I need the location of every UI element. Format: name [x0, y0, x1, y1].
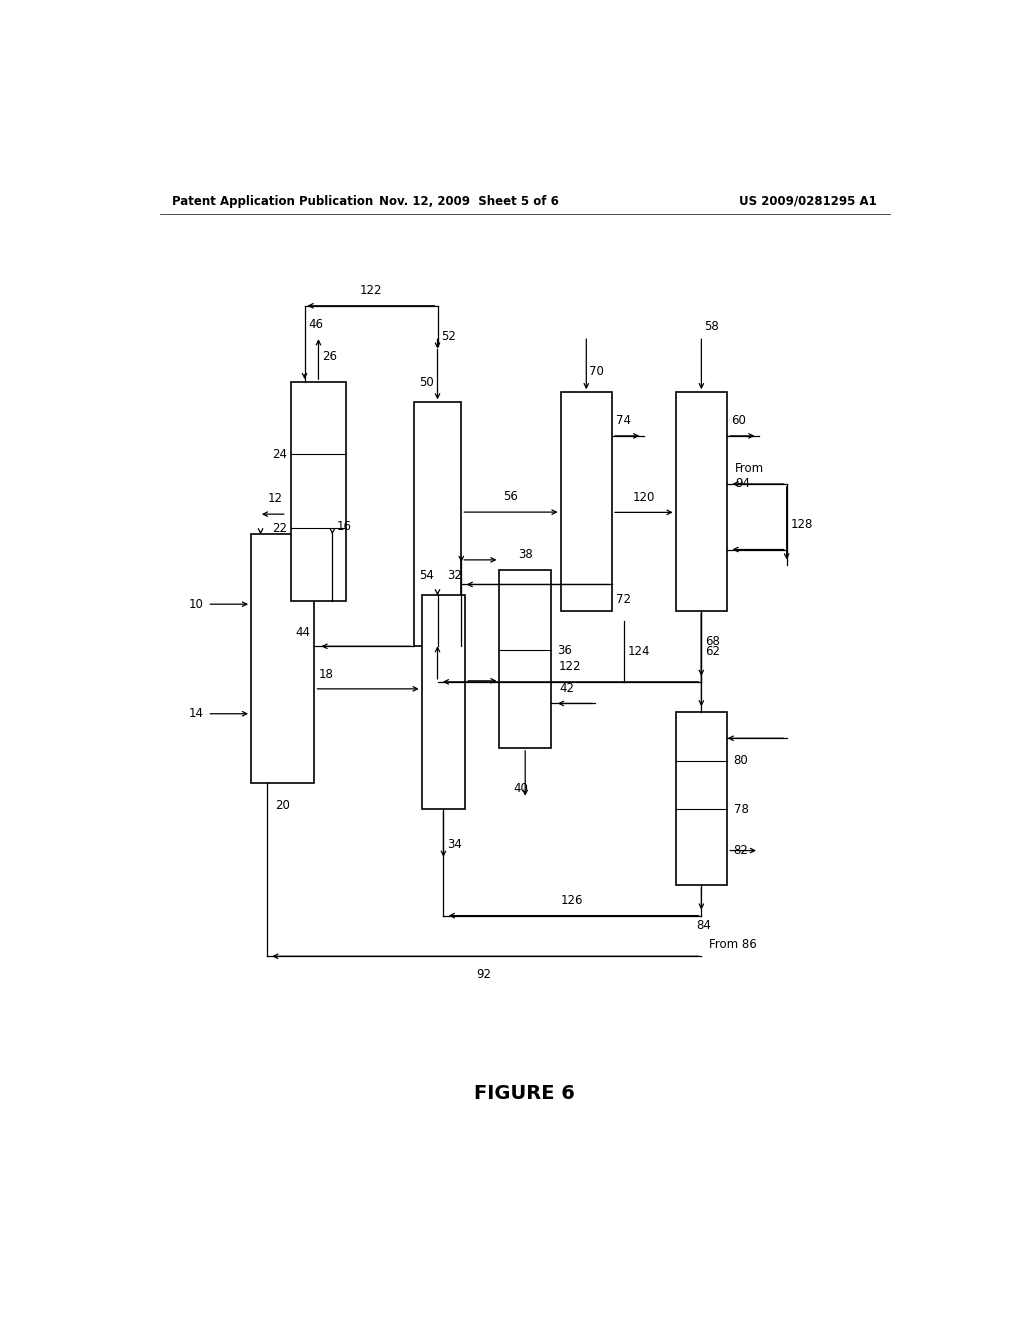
Bar: [414, 403, 461, 647]
Text: 60: 60: [731, 414, 746, 428]
Text: 46: 46: [308, 318, 324, 330]
Text: 14: 14: [188, 708, 204, 721]
Bar: [422, 595, 465, 809]
Text: 126: 126: [561, 894, 584, 907]
Text: 42: 42: [559, 681, 573, 694]
Bar: [291, 381, 346, 601]
Text: 26: 26: [323, 350, 338, 363]
Bar: [500, 570, 551, 748]
Text: 82: 82: [733, 843, 749, 857]
Text: 80: 80: [733, 754, 749, 767]
Text: Patent Application Publication: Patent Application Publication: [172, 194, 373, 207]
Bar: [251, 535, 314, 784]
Text: 92: 92: [476, 968, 492, 981]
Bar: [560, 392, 612, 611]
Text: 50: 50: [419, 375, 433, 388]
Text: 74: 74: [616, 414, 631, 428]
Bar: [676, 392, 727, 611]
Text: 94: 94: [735, 478, 751, 491]
Text: 58: 58: [703, 319, 719, 333]
Text: 16: 16: [336, 520, 351, 533]
Text: From: From: [735, 462, 764, 475]
Text: 62: 62: [706, 645, 720, 657]
Text: 54: 54: [419, 569, 433, 582]
Text: 68: 68: [706, 635, 720, 648]
Text: 120: 120: [633, 491, 655, 504]
Text: 70: 70: [589, 366, 603, 379]
Text: From 86: From 86: [710, 937, 757, 950]
Bar: [676, 713, 727, 886]
Text: 32: 32: [447, 569, 462, 582]
Text: 22: 22: [271, 521, 287, 535]
Text: Nov. 12, 2009  Sheet 5 of 6: Nov. 12, 2009 Sheet 5 of 6: [379, 194, 559, 207]
Text: 24: 24: [271, 447, 287, 461]
Text: FIGURE 6: FIGURE 6: [474, 1084, 575, 1104]
Text: 56: 56: [504, 490, 518, 503]
Text: 10: 10: [188, 598, 204, 611]
Text: 40: 40: [514, 781, 528, 795]
Text: 52: 52: [441, 330, 457, 343]
Text: 12: 12: [267, 492, 283, 506]
Text: 36: 36: [557, 644, 572, 656]
Text: 128: 128: [791, 519, 813, 531]
Text: 124: 124: [628, 645, 650, 657]
Text: 34: 34: [447, 838, 462, 851]
Text: 72: 72: [616, 593, 631, 606]
Text: 78: 78: [733, 803, 749, 816]
Text: 84: 84: [696, 919, 712, 932]
Text: US 2009/0281295 A1: US 2009/0281295 A1: [739, 194, 877, 207]
Text: 20: 20: [275, 800, 290, 812]
Text: 122: 122: [558, 660, 581, 673]
Text: 38: 38: [518, 548, 532, 561]
Text: 18: 18: [318, 668, 334, 681]
Text: 44: 44: [296, 626, 310, 639]
Text: 122: 122: [359, 284, 382, 297]
